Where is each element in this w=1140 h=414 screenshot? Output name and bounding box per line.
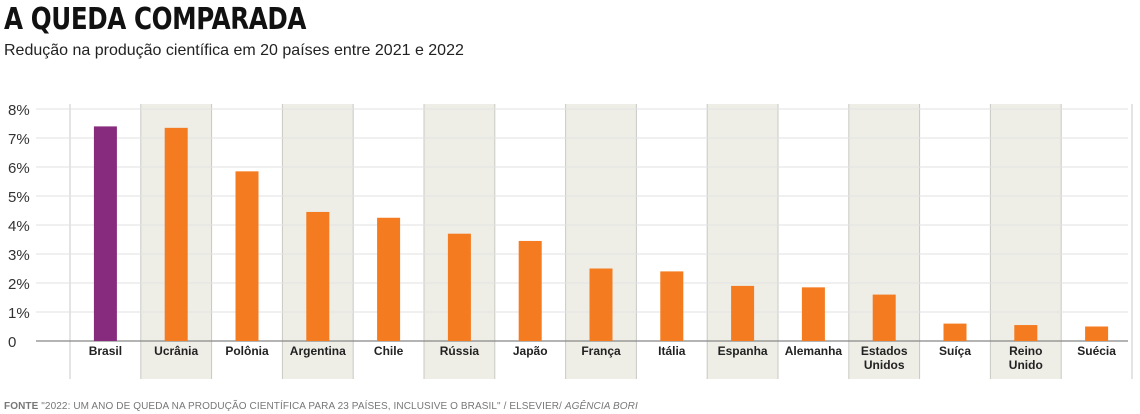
x-tick-label: Estados Unidos [861,344,908,372]
chart-subtitle: Redução na produção científica em 20 paí… [4,42,464,59]
bar-suíça [943,323,967,341]
y-tick-label: 6% [8,160,30,177]
source-agency: AGÊNCIA BORI [564,401,638,412]
bar-polônia [235,171,259,341]
bar-argentina [306,211,330,341]
y-tick-label: 5% [8,189,30,206]
source-note: FONTE "2022: UM ANO DE QUEDA NA PRODUÇÃO… [4,401,638,412]
bar-brasil [93,126,117,342]
bar-frança [589,268,613,341]
x-tick-label: Chile [374,344,404,358]
x-tick-label: Japão [513,344,548,358]
bar-estados-unidos [872,294,896,341]
x-tick-label: Suíça [939,344,971,358]
x-tick-label: França [581,344,621,358]
bar-suécia [1085,326,1109,341]
bar-chile [377,217,401,341]
x-tick-label: Argentina [290,344,346,358]
bar-rússia [447,233,471,341]
chart-title: A QUEDA COMPARADA [4,2,307,37]
x-tick-label: Ucrânia [154,344,198,358]
source-text: "2022: UM ANO DE QUEDA NA PRODUÇÃO CIENT… [41,401,562,412]
x-tick-label: Alemanha [785,344,843,358]
x-tick-label: Polônia [225,344,269,358]
bar-reino-unido [1014,325,1038,341]
x-tick-label: Brasil [89,344,122,358]
y-tick-label: 8% [8,102,30,119]
y-tick-label: 4% [8,218,30,235]
bar-itália [660,271,684,341]
x-tick-label: Rússia [440,344,480,358]
x-tick-label: Itália [658,344,686,358]
bar-espanha [731,285,755,341]
x-tick-label: Espanha [718,344,768,358]
x-tick-label: Suécia [1077,344,1116,358]
y-tick-label: 0 [8,334,16,351]
y-tick-label: 2% [8,276,30,293]
source-label: FONTE [4,401,39,412]
y-tick-label: 1% [8,305,30,322]
y-tick-label: 3% [8,247,30,264]
x-tick-label: Reino Unido [1009,344,1043,372]
bar-ucrânia [164,127,188,341]
bar-chart: 0 1% 2% 3% 4% 5% 6% 7% 8% Brasil Ucrânia Polônia Arg… [8,102,1133,379]
bar-japão [518,240,542,341]
y-tick-label: 7% [8,131,30,148]
bar-alemanha [801,287,825,341]
